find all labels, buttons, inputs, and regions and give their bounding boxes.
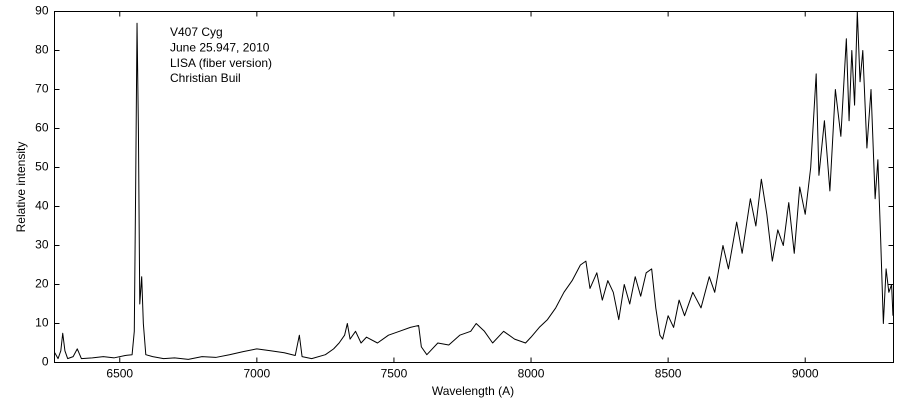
annotation: June 25.947, 2010: [170, 40, 270, 54]
axes-box: [54, 11, 894, 363]
y-tick-label: 20: [35, 277, 49, 291]
y-tick-label: 50: [35, 160, 49, 174]
annotation: V407 Cyg: [170, 25, 223, 39]
y-tick-label: 40: [35, 199, 49, 213]
x-tick-label: 7500: [381, 367, 408, 381]
y-tick-label: 0: [42, 355, 49, 369]
spectrum-line: [54, 11, 894, 360]
annotation: LISA (fiber version): [170, 56, 272, 70]
y-tick-label: 10: [35, 316, 49, 330]
y-tick-label: 80: [35, 43, 49, 57]
y-tick-label: 70: [35, 82, 49, 96]
x-tick-label: 7000: [243, 367, 270, 381]
y-tick-label: 90: [35, 4, 49, 18]
x-tick-label: 8500: [655, 367, 682, 381]
y-tick-label: 60: [35, 121, 49, 135]
y-tick-label: 30: [35, 238, 49, 252]
annotation: Christian Buil: [170, 71, 241, 85]
x-tick-label: 6500: [106, 367, 133, 381]
y-axis-label: Relative intensity: [14, 142, 28, 233]
x-tick-label: 9000: [792, 367, 819, 381]
x-axis-label: Wavelength (A): [432, 384, 514, 398]
x-tick-label: 8000: [518, 367, 545, 381]
